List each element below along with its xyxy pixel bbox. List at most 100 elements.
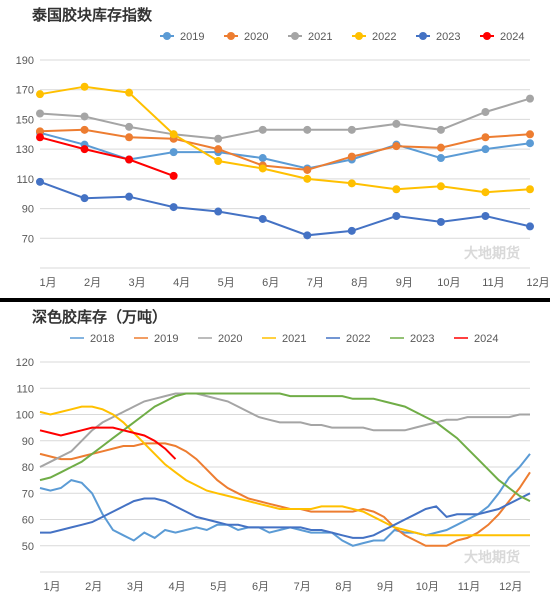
x-tick-label: 5月 — [210, 581, 227, 593]
svg-text:2023: 2023 — [410, 333, 434, 345]
legend: 2018 2019 2020 2021 2022 2023 2024 — [70, 333, 498, 345]
y-tick-label: 100 — [16, 410, 34, 422]
series-marker — [526, 222, 534, 230]
watermark: 大地期货 — [464, 549, 520, 565]
series-marker — [481, 212, 489, 220]
legend-item: 2021 — [262, 333, 306, 345]
x-tick-label: 8月 — [351, 277, 368, 289]
series-marker — [303, 126, 311, 134]
y-tick-label: 150 — [16, 114, 34, 126]
thai-rubber-index-chart: 泰国胶块库存指数20192020202120222023202470901101… — [0, 0, 550, 298]
watermark: 大地期货 — [464, 245, 520, 261]
y-tick-label: 70 — [22, 488, 34, 500]
x-tick-label: 3月 — [129, 277, 146, 289]
series-line — [40, 407, 530, 536]
series-marker — [348, 179, 356, 187]
series-marker — [392, 185, 400, 193]
series-marker — [81, 194, 89, 202]
svg-text:大地期货: 大地期货 — [464, 549, 520, 565]
x-tick-label: 7月 — [294, 581, 311, 593]
series-marker — [348, 227, 356, 235]
series-marker — [392, 212, 400, 220]
series-marker — [36, 109, 44, 117]
series-marker — [214, 157, 222, 165]
series-marker — [170, 130, 178, 138]
x-tick-label: 8月 — [335, 581, 352, 593]
legend-item: 2019 — [160, 31, 204, 43]
chart-title: 泰国胶块库存指数 — [31, 6, 153, 24]
series-marker — [36, 90, 44, 98]
x-tick-label: 9月 — [377, 581, 394, 593]
svg-text:2018: 2018 — [90, 333, 114, 345]
x-tick-label: 6月 — [252, 581, 269, 593]
svg-text:2022: 2022 — [346, 333, 370, 345]
x-tick-label: 11月 — [482, 277, 504, 289]
series-marker — [348, 153, 356, 161]
y-tick-label: 70 — [22, 233, 34, 245]
legend-item: 2019 — [134, 333, 178, 345]
x-tick-label: 2月 — [84, 277, 101, 289]
legend-item: 2022 — [352, 31, 396, 43]
series-marker — [125, 89, 133, 97]
y-tick-label: 120 — [16, 357, 34, 369]
series-marker — [214, 208, 222, 216]
x-tick-label: 10月 — [416, 581, 439, 593]
y-tick-label: 60 — [22, 515, 34, 527]
series-marker — [303, 231, 311, 239]
series-marker — [392, 142, 400, 150]
x-tick-label: 6月 — [262, 277, 279, 289]
series-marker — [437, 182, 445, 190]
series-marker — [259, 154, 267, 162]
series-marker — [170, 203, 178, 211]
y-tick-label: 90 — [22, 204, 34, 216]
series-line — [40, 137, 174, 176]
legend-item: 2024 — [454, 333, 498, 345]
series-marker — [481, 133, 489, 141]
x-tick-label: 1月 — [43, 581, 60, 593]
series-marker — [526, 130, 534, 138]
series-marker — [437, 218, 445, 226]
x-tick-label: 4月 — [173, 277, 190, 289]
series-marker — [81, 112, 89, 120]
x-tick-label: 1月 — [39, 277, 56, 289]
x-tick-label: 4月 — [169, 581, 186, 593]
svg-text:2021: 2021 — [308, 31, 332, 43]
svg-text:2019: 2019 — [154, 333, 178, 345]
series-marker — [526, 95, 534, 103]
series-marker — [303, 166, 311, 174]
series-line — [40, 133, 530, 169]
x-tick-label: 7月 — [307, 277, 324, 289]
legend-item: 2021 — [288, 31, 332, 43]
dark-rubber-stock-chart: 深色胶库存（万吨）2018201920202021202220232024506… — [0, 302, 550, 602]
svg-text:2021: 2021 — [282, 333, 306, 345]
series-marker — [170, 172, 178, 180]
series-marker — [481, 145, 489, 153]
y-tick-label: 170 — [16, 85, 34, 97]
series-marker — [214, 145, 222, 153]
series-marker — [125, 156, 133, 164]
legend-item: 2023 — [390, 333, 434, 345]
svg-text:2020: 2020 — [244, 31, 268, 43]
x-tick-label: 3月 — [127, 581, 144, 593]
series-marker — [348, 126, 356, 134]
series-marker — [214, 135, 222, 143]
series-marker — [259, 126, 267, 134]
series-marker — [259, 164, 267, 172]
series-line — [40, 454, 530, 546]
legend-item: 2020 — [224, 31, 268, 43]
y-tick-label: 50 — [22, 541, 34, 553]
series-marker — [125, 193, 133, 201]
series-marker — [526, 139, 534, 147]
legend-item: 2018 — [70, 333, 114, 345]
legend-item: 2020 — [198, 333, 242, 345]
svg-text:大地期货: 大地期货 — [464, 245, 520, 261]
series-marker — [303, 175, 311, 183]
series-marker — [81, 126, 89, 134]
legend-item: 2024 — [480, 31, 524, 43]
series-marker — [170, 148, 178, 156]
series-marker — [392, 120, 400, 128]
bottom-chart-card: 深色胶库存（万吨）2018201920202021202220232024506… — [0, 302, 550, 602]
svg-text:2019: 2019 — [180, 31, 204, 43]
x-tick-label: 10月 — [437, 277, 460, 289]
series-marker — [81, 83, 89, 91]
